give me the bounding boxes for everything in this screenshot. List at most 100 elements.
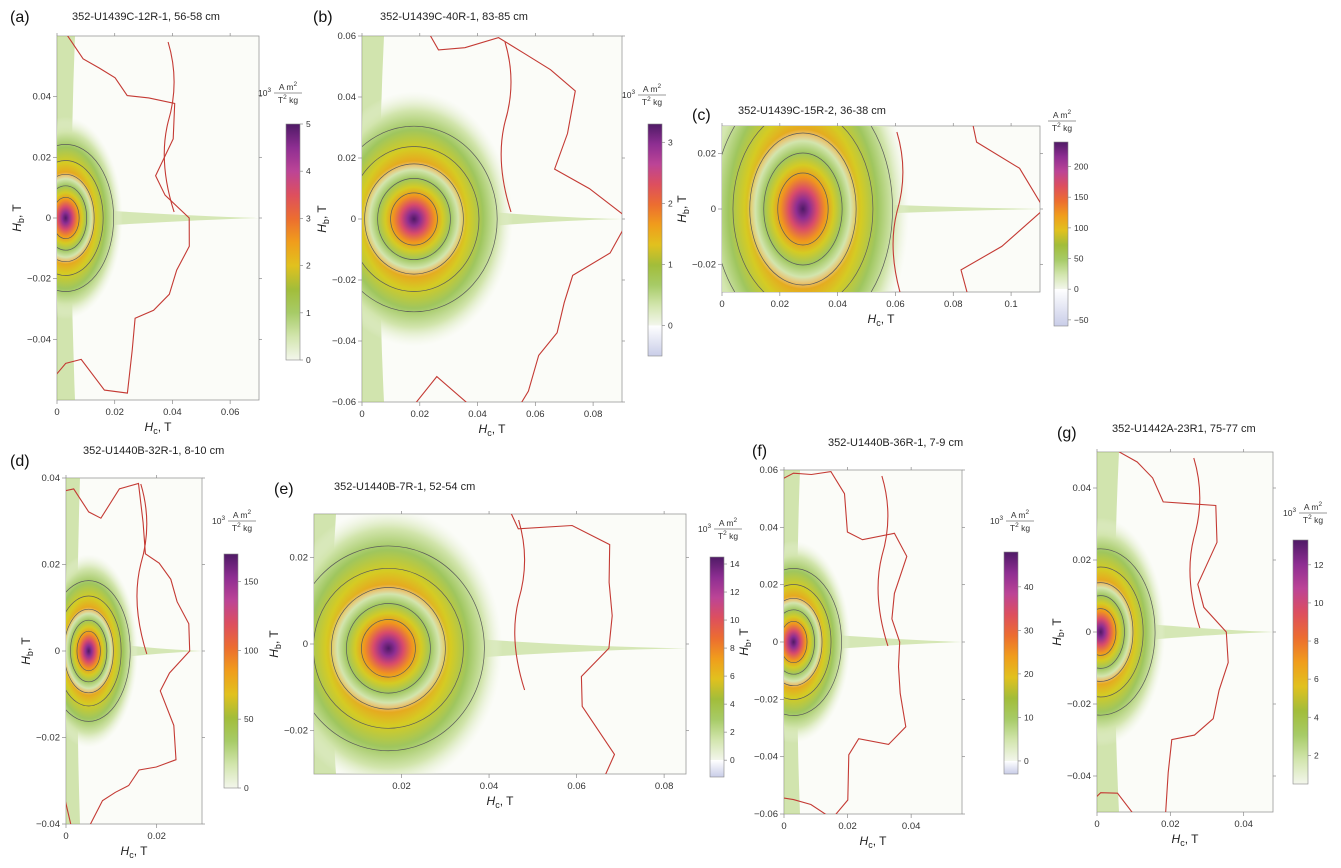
x-axis-label: Hc, T	[860, 834, 888, 850]
colorbar-unit-base: 10	[698, 524, 708, 534]
colorbar-tick-label: 4	[306, 166, 311, 176]
colorbar-unit-denominator: T2 kg	[718, 530, 738, 541]
colorbar-tick-label: 8	[730, 643, 735, 653]
contour-line	[1097, 595, 1125, 669]
x-axis-label: Hc, T	[1172, 832, 1200, 848]
x-axis-subscript: c	[487, 428, 492, 438]
colorbar-unit-numerator: A m2	[643, 83, 662, 94]
y-tick-label: −0.02	[332, 275, 356, 286]
y-axis-unit: , T	[1050, 618, 1064, 632]
x-axis-subscript: c	[495, 800, 500, 810]
panel-title: 352-U1440B-36R-1, 7-9 cm	[828, 437, 963, 449]
x-tick-label: 0.06	[526, 409, 545, 420]
contour-line	[346, 603, 431, 694]
y-axis-label: Hb, T	[675, 195, 691, 223]
x-tick-label: 0	[54, 407, 59, 418]
y-tick-label: 0	[303, 639, 308, 650]
colorbar-unit-prefix: 103	[698, 523, 711, 534]
y-tick-label: −0.04	[754, 752, 778, 763]
y-axis-unit: , T	[19, 637, 33, 651]
y-axis-subscript: b	[681, 209, 691, 214]
x-axis-subscript: c	[1180, 838, 1185, 848]
contour-line	[362, 146, 480, 292]
y-tick-label: 0.02	[338, 153, 357, 164]
x-axis-label: Hc, T	[868, 312, 896, 328]
colorbar-unit-numerator-exp: 2	[294, 81, 298, 88]
x-axis-label: Hc, T	[479, 422, 507, 438]
contour-line	[390, 192, 438, 246]
contour-line	[763, 152, 843, 266]
forc-panel-f: 0 0.02 0.04 0.06 0.04 0.02 0 −0.02 −0.04 −0.06 Hc,…	[737, 437, 1034, 850]
colorbar-unit-denominator: T2 kg	[642, 96, 662, 107]
contour-line	[777, 172, 829, 246]
x-axis-subscript: c	[129, 850, 134, 860]
colorbar-unit-denominator-exp: 2	[1308, 514, 1312, 521]
colorbar-unit-numerator: A m2	[233, 509, 252, 520]
colorbar-unit-base: 10	[258, 88, 268, 98]
x-tick-label: 0.06	[567, 781, 586, 792]
x-axis-unit: , T	[492, 422, 506, 436]
y-axis-symbol: H	[675, 214, 689, 223]
y-tick-label: 0	[46, 213, 51, 224]
x-tick-label: 0.04	[828, 299, 847, 310]
x-tick-label: 0.08	[944, 299, 963, 310]
colorbar-unit-numerator-base: A m	[1304, 502, 1319, 512]
colorbar-unit-prefix: 103	[212, 515, 225, 526]
colorbar-unit-denominator-rest: kg	[241, 523, 253, 533]
x-axis-symbol: H	[487, 794, 496, 808]
contour-line	[784, 620, 808, 664]
y-tick-label: 0.02	[698, 149, 717, 160]
colorbar-tick-label: 50	[1074, 254, 1084, 264]
panel-label: (e)	[274, 481, 294, 498]
contour-line	[1097, 608, 1117, 656]
colorbar-tick-label: 100	[1074, 223, 1088, 233]
colorbar-scale	[1292, 539, 1309, 785]
y-axis-label: Hb, T	[19, 637, 35, 665]
zero-contour	[415, 36, 622, 402]
colorbar-unit-numerator: A m2	[279, 81, 298, 92]
y-tick-label: −0.06	[332, 397, 356, 408]
x-tick-label: 0.04	[468, 409, 487, 420]
colorbar-unit: A m2 T2 kg	[1048, 109, 1076, 133]
y-tick-label: 0.06	[760, 465, 779, 476]
colorbar-unit-exp: 3	[707, 523, 711, 530]
y-tick-label: 0.02	[42, 560, 61, 571]
contour-line	[57, 173, 95, 263]
y-tick-label: 0.04	[338, 92, 357, 103]
panel-label: (a)	[10, 9, 30, 26]
colorbar-unit-denominator-base: T	[1052, 123, 1057, 133]
y-tick-label: 0.02	[760, 580, 779, 591]
colorbar-tick-label: 150	[244, 577, 258, 587]
y-axis-label: Hb, T	[315, 205, 331, 233]
x-axis-symbol: H	[868, 312, 877, 326]
forc-panel-b: 0 0.02 0.04 0.06 0.08 0.06 0.04 0.02 0 −0.02 −0.04…	[313, 9, 673, 438]
panel-label: (f)	[752, 443, 767, 460]
colorbar-unit-denominator: T2 kg	[1010, 522, 1030, 533]
contour-line	[66, 608, 114, 694]
x-tick-label: 0	[359, 409, 364, 420]
x-tick-label: 0.06	[886, 299, 905, 310]
x-tick-label: 0.08	[584, 409, 603, 420]
colorbar-tick-label: 1	[306, 308, 311, 318]
y-tick-label: −0.02	[284, 726, 308, 737]
contour-line	[66, 595, 122, 707]
colorbar-unit-denominator-base: T	[232, 523, 237, 533]
x-tick-label: 0.02	[771, 299, 790, 310]
panel-title: 352-U1439C-40R-1, 83-85 cm	[380, 11, 528, 23]
colorbar-unit-numerator: A m2	[1053, 109, 1072, 120]
y-axis-subscript: b	[321, 219, 331, 224]
zero-contour	[57, 36, 190, 394]
colorbar-unit-numerator-exp: 2	[1319, 501, 1323, 508]
zero-contour-upper	[136, 483, 148, 655]
colorbar-tick-label: 200	[1074, 162, 1088, 172]
heat-distribution	[57, 36, 259, 400]
y-axis-symbol: H	[1050, 637, 1064, 646]
colorbar-tick-label: 3	[306, 213, 311, 223]
colorbar-unit-denominator: T2 kg	[1052, 122, 1072, 133]
